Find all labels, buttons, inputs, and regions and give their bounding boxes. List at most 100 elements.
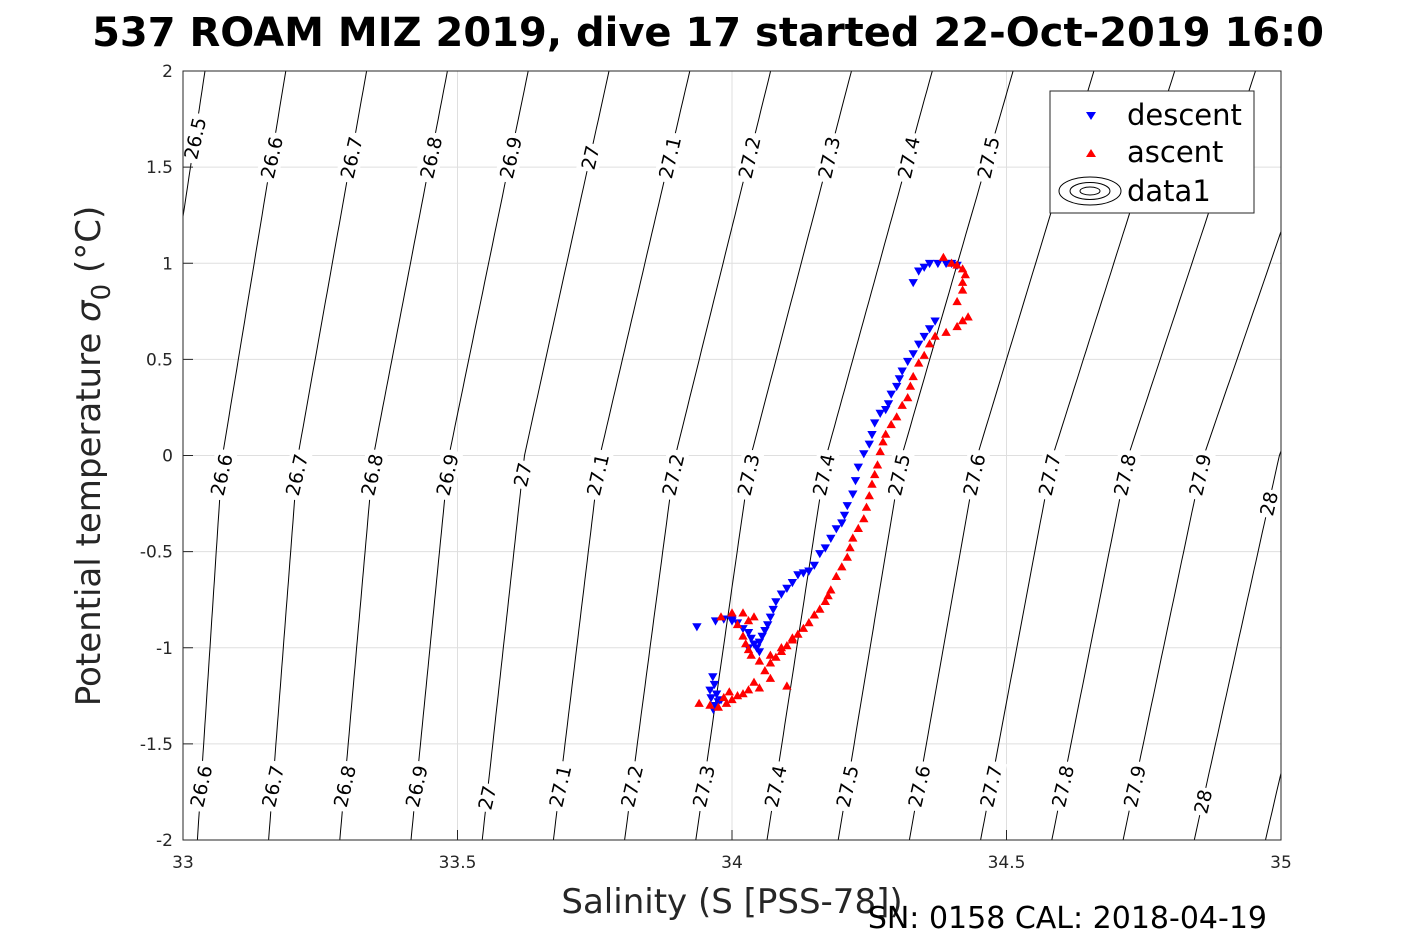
descent-point — [930, 317, 940, 326]
contour-label-background — [1046, 759, 1079, 814]
descent-point — [864, 440, 874, 449]
ascent-point — [837, 562, 847, 571]
ascent-point — [878, 437, 888, 446]
ascent-point — [749, 612, 759, 621]
descent-point — [757, 632, 767, 642]
contour-label-background — [656, 447, 690, 502]
y-tick-label: 1 — [162, 254, 173, 274]
ascent-point — [727, 608, 737, 617]
contour-label-background — [758, 759, 792, 814]
legend-entry-ascent[interactable]: ascent — [1086, 135, 1223, 169]
descent-point — [793, 571, 803, 580]
ascent-point — [905, 381, 916, 390]
descent-point — [765, 613, 776, 622]
isopycnal-line — [481, 71, 610, 840]
descent-point — [809, 561, 819, 570]
descent-point — [881, 405, 891, 415]
y-axis-label-main: Potential temperature — [69, 322, 109, 706]
ascent-point — [897, 400, 907, 409]
descent-marker-icon — [1086, 112, 1096, 120]
contour-label-background — [974, 759, 1008, 814]
ascent-point — [872, 460, 883, 469]
contour-label-background — [1108, 447, 1141, 502]
y-tick-label: 0 — [162, 447, 173, 467]
ascent-point — [938, 252, 949, 261]
descent-point — [760, 627, 770, 636]
ascent-point — [831, 571, 841, 580]
descent-point — [763, 621, 773, 630]
ascent-point — [705, 700, 715, 709]
ascent-point — [946, 258, 957, 267]
contour-label-middle: 27.3 — [731, 447, 765, 502]
contour-label-bottom: 28 — [1188, 785, 1217, 818]
contour-legend-icon — [1058, 176, 1122, 206]
ascent-point — [713, 702, 723, 711]
contour-label-background — [430, 447, 464, 502]
descent-point — [894, 375, 905, 384]
ascent-point — [716, 612, 726, 621]
descent-point — [875, 409, 885, 419]
legend-entry-descent[interactable]: descent — [1086, 98, 1242, 132]
ascent-point — [793, 629, 803, 638]
descent-point — [853, 463, 863, 472]
y-tick-label: 1.5 — [146, 158, 173, 178]
contour-label-background — [892, 130, 925, 185]
series-descent — [692, 259, 962, 715]
ascent-point — [765, 658, 776, 667]
ascent-point — [754, 656, 765, 665]
ascent-point — [848, 533, 858, 542]
contour-label-background — [576, 141, 604, 174]
contour-label-background — [882, 447, 916, 502]
ascent-point — [809, 610, 819, 619]
legend[interactable]: descent ascent data1 — [1049, 90, 1255, 214]
ascent-point — [960, 269, 970, 279]
descent-point — [771, 598, 781, 607]
y-tick-label: 2 — [162, 62, 173, 82]
descent-point — [848, 490, 858, 499]
ascent-point — [754, 683, 765, 692]
contour-label-text: 28 — [1256, 490, 1283, 519]
contour-label-background — [830, 759, 864, 814]
descent-point — [787, 579, 798, 588]
isopycnal-line — [183, 71, 206, 221]
ascent-point — [957, 277, 968, 286]
contour-label-background — [615, 759, 649, 814]
contour-label-background — [494, 130, 527, 185]
ascent-point — [782, 681, 792, 690]
ascent-point — [760, 665, 770, 675]
contour-label-background — [731, 447, 765, 502]
ascent-point — [941, 327, 951, 336]
ascent-point — [861, 502, 872, 511]
series-ascent — [694, 252, 973, 711]
legend-entry-data1[interactable]: data1 — [1058, 174, 1211, 208]
ascent-point — [842, 552, 852, 561]
descent-point — [837, 519, 847, 528]
contour-label-text: 27 — [578, 143, 605, 172]
ascent-point — [732, 619, 743, 629]
ascent-point — [924, 339, 935, 348]
descent-point — [692, 623, 702, 632]
descent-point — [768, 605, 778, 615]
contour-label-background — [256, 759, 290, 814]
contour-label-background — [204, 447, 238, 502]
descent-point — [867, 430, 877, 440]
ascent-point — [886, 419, 896, 429]
ascent-point — [738, 608, 748, 617]
ascent-point — [952, 296, 962, 306]
x-tick-label: 35 — [1270, 853, 1292, 873]
ascent-point — [892, 412, 902, 421]
descent-point — [831, 525, 841, 534]
serial-calibration-footer: SN: 0158 CAL: 2018-04-19 — [868, 901, 1267, 936]
ascent-point — [881, 429, 891, 438]
descent-point — [908, 279, 918, 288]
ascent-point — [738, 631, 748, 640]
y-tick-label: -1 — [156, 639, 173, 659]
contour-label-background — [732, 130, 766, 185]
descent-point — [815, 550, 825, 559]
ascent-point — [719, 692, 729, 702]
contour-label-background — [334, 130, 368, 185]
contour-label-bottom: 26.8 — [328, 759, 361, 814]
ascent-point — [930, 331, 940, 340]
ascent-point — [815, 604, 825, 613]
